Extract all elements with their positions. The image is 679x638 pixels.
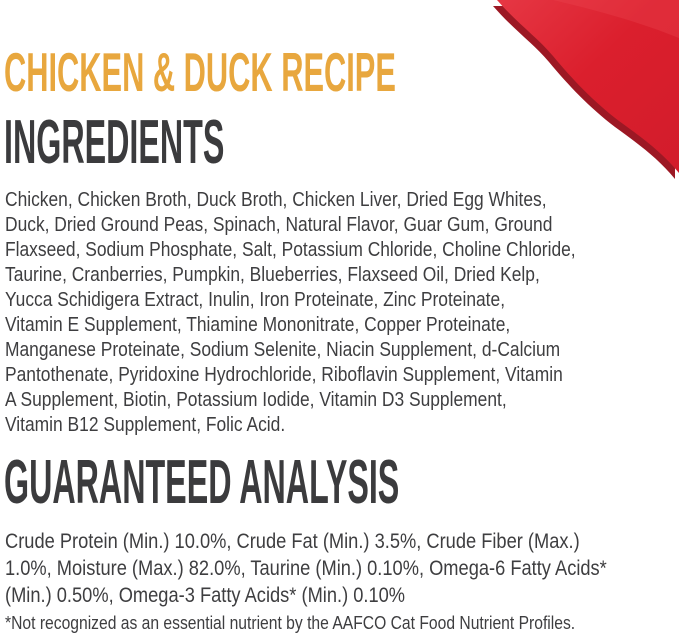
ingredients-line: Vitamin E Supplement, Thiamine Mononitra… [5,314,511,336]
guaranteed-analysis-heading: GUARANTEED ANALYSIS [4,452,679,514]
ingredients-heading: INGREDIENTS [4,112,428,174]
ingredients-line: Flaxseed, Sodium Phosphate, Salt, Potass… [5,239,576,261]
ingredients-line: A Supplement, Biotin, Potassium Iodide, … [5,389,507,411]
guaranteed-analysis-heading-text: GUARANTEED ANALYSIS [4,448,400,517]
analysis-line: (Min.) 0.50%, Omega-3 Fatty Acids* (Min.… [5,584,406,607]
recipe-title: CHICKEN & DUCK RECIPE [4,45,679,100]
guaranteed-analysis-text: Crude Protein (Min.) 10.0%, Crude Fat (M… [5,528,679,609]
ingredients-line: Yucca Schidigera Extract, Inulin, Iron P… [5,289,506,311]
recipe-title-text: CHICKEN & DUCK RECIPE [4,41,396,103]
aafco-footnote: *Not recognized as an essential nutrient… [5,613,576,633]
ingredients-line: Taurine, Cranberries, Pumpkin, Blueberri… [5,264,540,286]
ingredients-line: Manganese Proteinate, Sodium Selenite, N… [5,339,561,361]
analysis-line: 1.0%, Moisture (Max.) 82.0%, Taurine (Mi… [5,557,607,580]
ingredients-heading-text: INGREDIENTS [4,108,225,177]
ingredients-line: Duck, Dried Ground Peas, Spinach, Natura… [5,214,553,236]
ingredients-line: Pantothenate, Pyridoxine Hydrochloride, … [5,364,563,386]
ingredients-line: Vitamin B12 Supplement, Folic Acid. [5,414,286,436]
analysis-line: Crude Protein (Min.) 10.0%, Crude Fat (M… [5,530,580,553]
ingredients-line: Chicken, Chicken Broth, Duck Broth, Chic… [5,189,547,211]
ingredients-text: Chicken, Chicken Broth, Duck Broth, Chic… [5,188,661,438]
